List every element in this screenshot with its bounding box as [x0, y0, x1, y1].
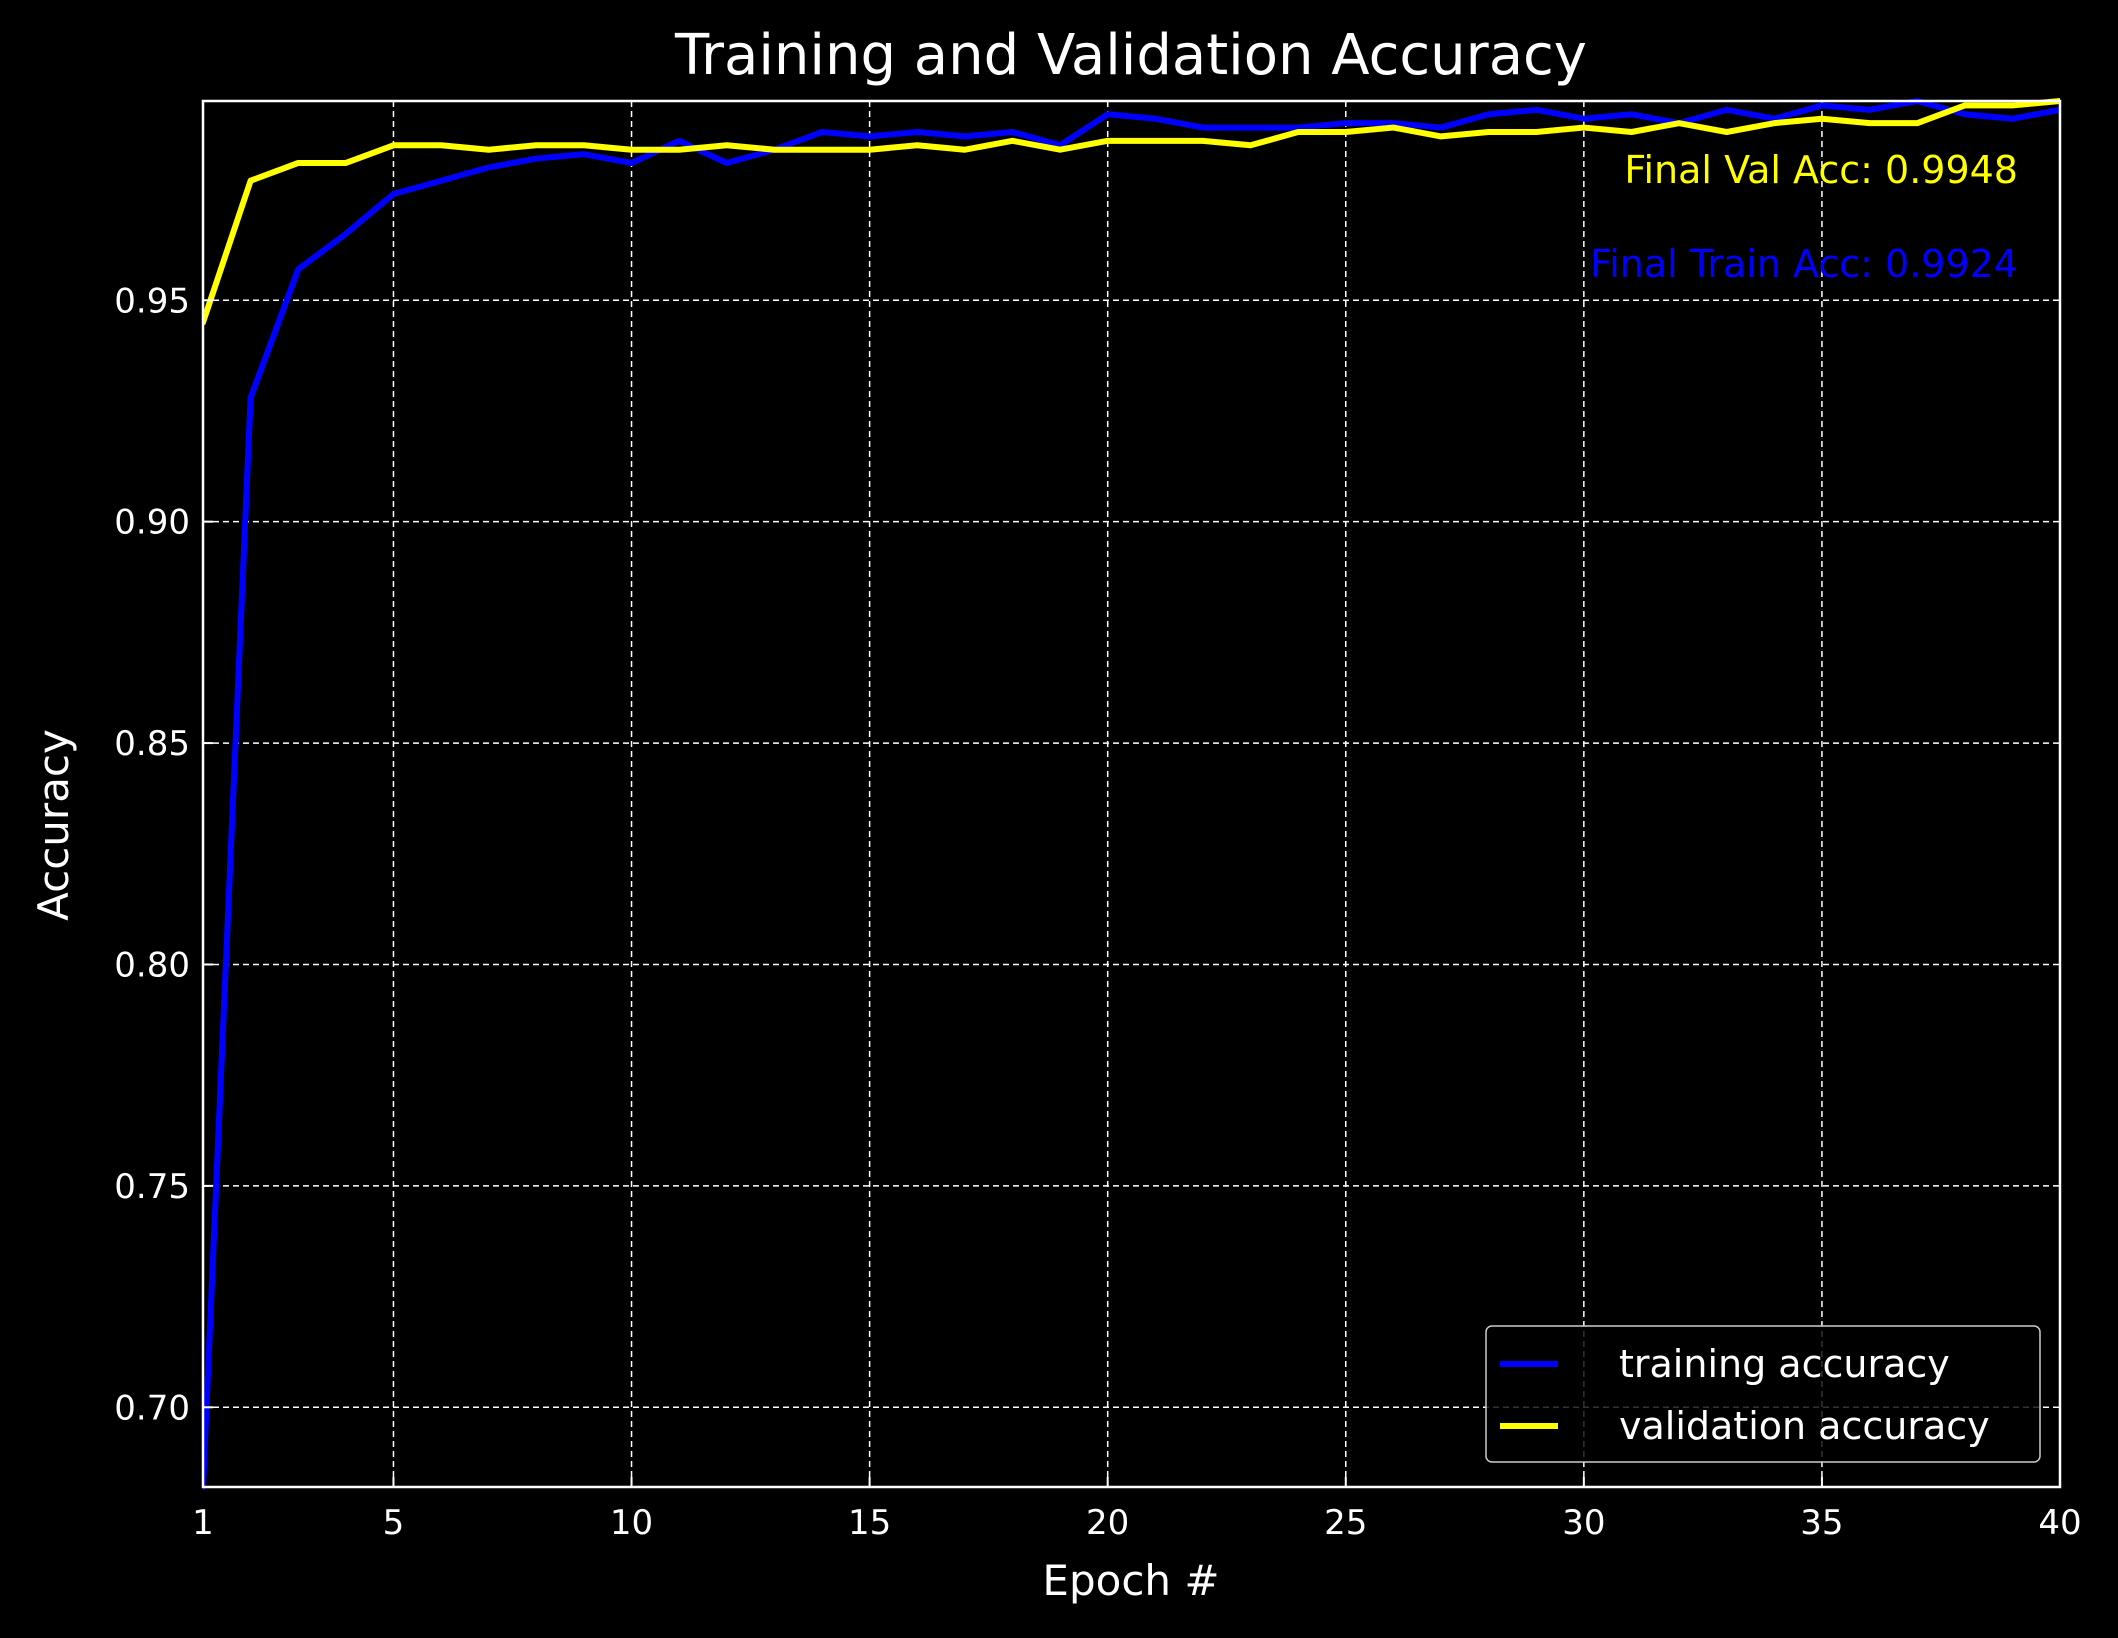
x-tick-label: 1: [192, 1503, 214, 1543]
series-line-validation: [203, 98, 2060, 326]
y-tick-label: 0.85: [114, 724, 190, 764]
final-train-acc-annotation: Final Train Acc: 0.9924: [1590, 242, 2018, 286]
legend-label-training: training accuracy: [1619, 1342, 1950, 1386]
chart-title: Training and Validation Accuracy: [674, 23, 1587, 88]
y-tick-label: 0.90: [114, 503, 190, 543]
x-axis-label: Epoch #: [1042, 1556, 1219, 1605]
legend-label-validation: validation accuracy: [1619, 1404, 1990, 1448]
legend-box: [1485, 1325, 2041, 1463]
y-axis-label: Accuracy: [29, 729, 78, 921]
x-tick-label: 30: [1562, 1503, 1605, 1543]
x-tick-label: 20: [1086, 1503, 1129, 1543]
plot-frame: [201, 99, 2062, 1489]
x-tick-label: 5: [383, 1503, 405, 1543]
y-tick-label: 0.70: [114, 1388, 190, 1428]
x-tick-label: 25: [1324, 1503, 1367, 1543]
series-lines: [203, 98, 2060, 1490]
y-tick-label: 0.95: [114, 281, 190, 321]
x-tick-label: 35: [1800, 1503, 1843, 1543]
y-tick-label: 0.75: [114, 1167, 190, 1207]
final-val-acc-annotation: Final Val Acc: 0.9948: [1624, 148, 2018, 192]
legend: training accuracy validation accuracy: [1485, 1325, 2041, 1463]
x-tick-label: 10: [610, 1503, 653, 1543]
series-line-training: [203, 98, 2060, 1490]
x-tick-label: 40: [2038, 1503, 2081, 1543]
x-tick-label: 15: [848, 1503, 891, 1543]
ticks: 1 5 10 15 20 25 30 35 400.700.750.800.850.900.95: [114, 281, 2081, 1543]
y-tick-label: 0.80: [114, 945, 190, 985]
